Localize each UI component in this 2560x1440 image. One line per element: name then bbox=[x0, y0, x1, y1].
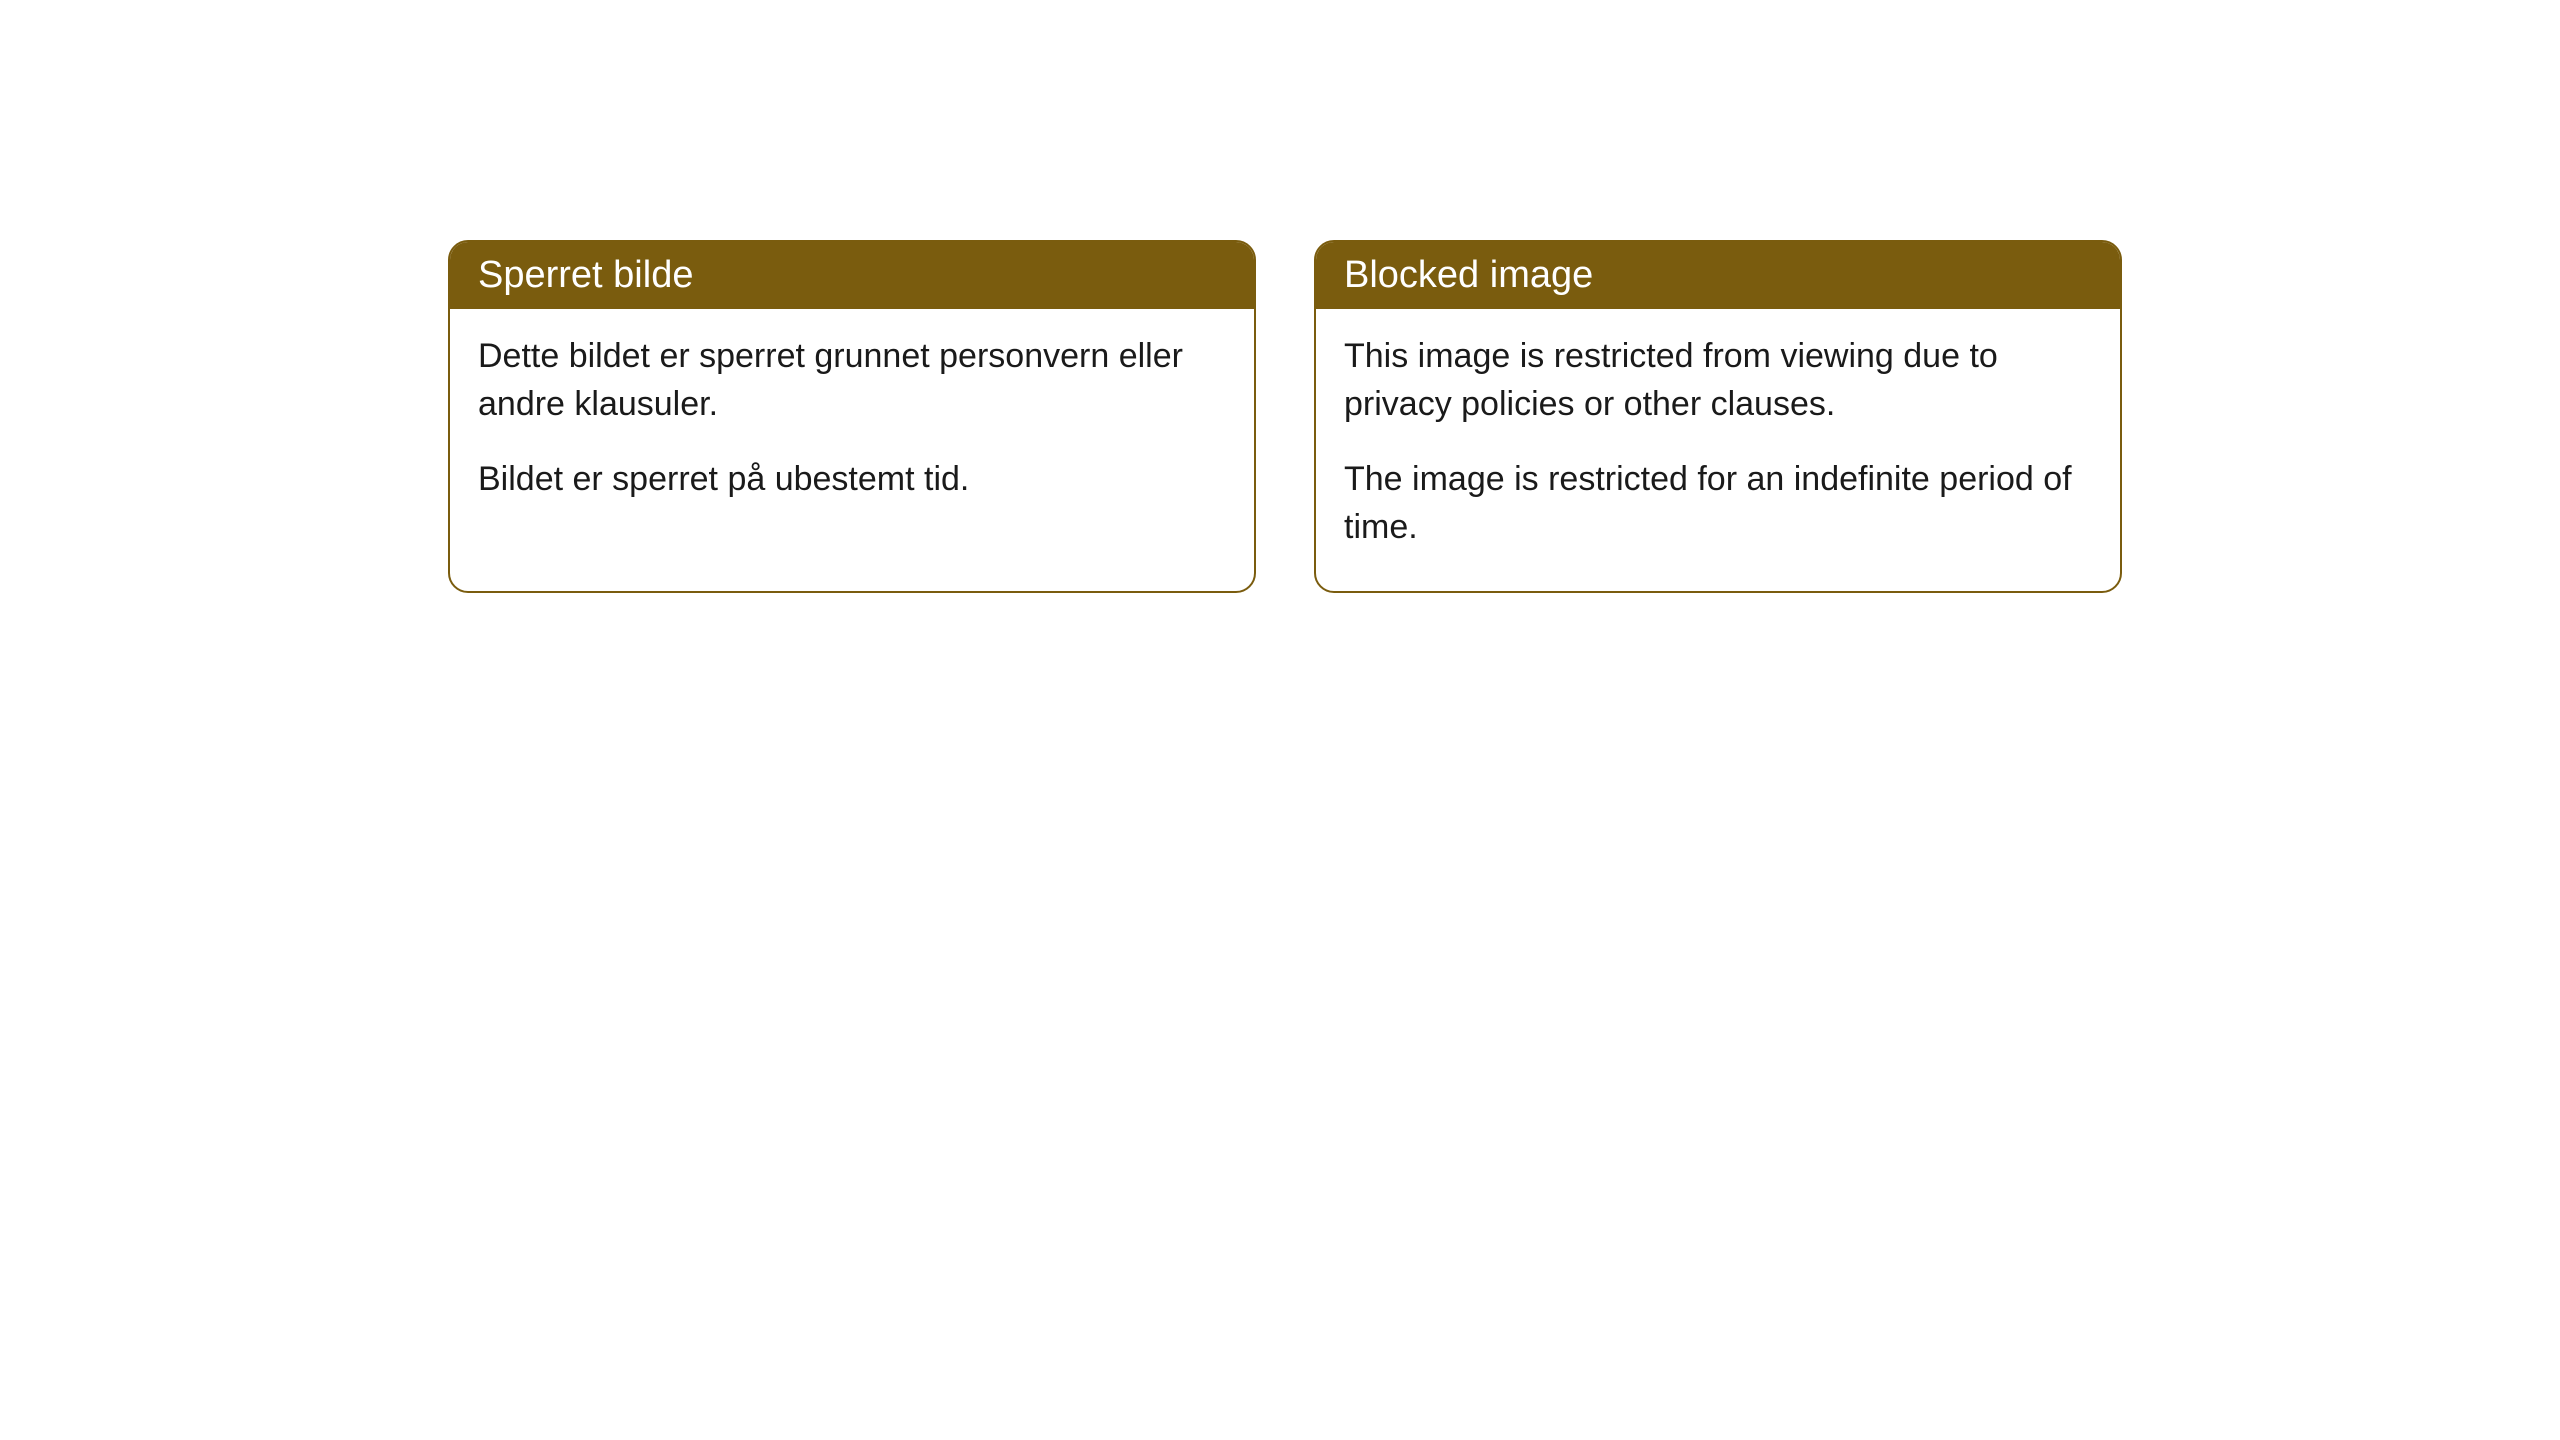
card-body: This image is restricted from viewing du… bbox=[1316, 309, 2120, 591]
blocked-image-card-norwegian: Sperret bilde Dette bildet er sperret gr… bbox=[448, 240, 1256, 593]
card-body: Dette bildet er sperret grunnet personve… bbox=[450, 309, 1254, 559]
blocked-image-card-english: Blocked image This image is restricted f… bbox=[1314, 240, 2122, 593]
card-header: Sperret bilde bbox=[450, 242, 1254, 309]
notice-cards-container: Sperret bilde Dette bildet er sperret gr… bbox=[448, 240, 2560, 593]
card-paragraph: Bildet er sperret på ubestemt tid. bbox=[478, 456, 1226, 504]
card-header: Blocked image bbox=[1316, 242, 2120, 309]
card-paragraph: Dette bildet er sperret grunnet personve… bbox=[478, 333, 1226, 428]
card-title: Sperret bilde bbox=[478, 254, 693, 296]
card-title: Blocked image bbox=[1344, 254, 1593, 296]
card-paragraph: The image is restricted for an indefinit… bbox=[1344, 456, 2092, 551]
card-paragraph: This image is restricted from viewing du… bbox=[1344, 333, 2092, 428]
